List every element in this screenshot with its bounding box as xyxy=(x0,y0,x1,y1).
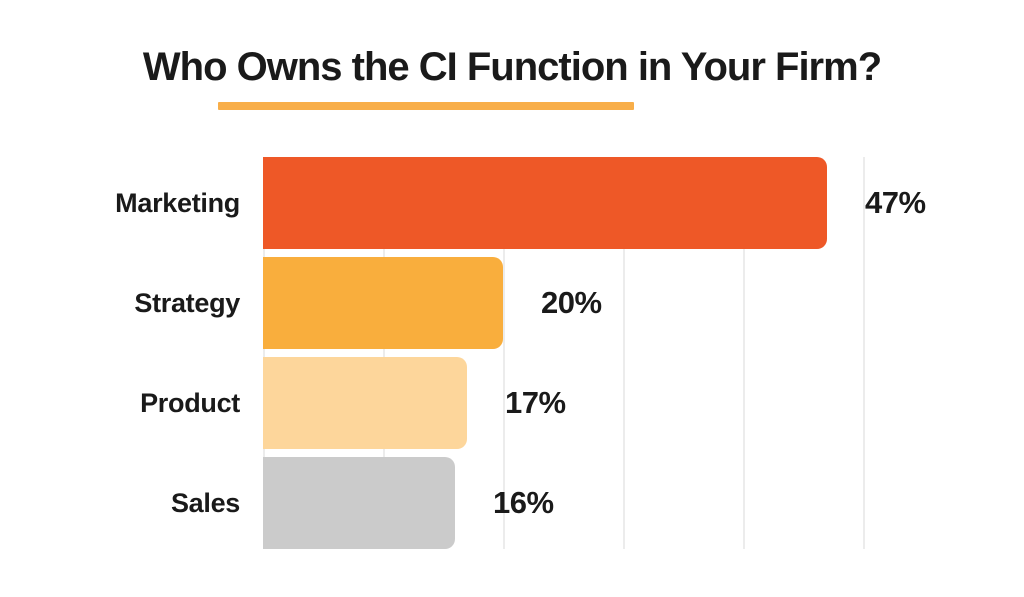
gridline-50 xyxy=(863,157,865,549)
value-label-strategy: 20% xyxy=(541,285,602,320)
gridline-30 xyxy=(623,157,625,549)
category-label-strategy: Strategy xyxy=(134,287,240,318)
chart-title: Who Owns the CI Function in Your Firm? xyxy=(142,45,882,89)
gridline-0 xyxy=(263,157,265,549)
gridline-20 xyxy=(503,157,505,549)
category-label-product: Product xyxy=(140,387,240,418)
gridline-40 xyxy=(743,157,745,549)
chart-row-strategy: Strategy 20% xyxy=(0,257,1024,349)
bar-sales xyxy=(263,457,455,549)
value-label-marketing: 47% xyxy=(865,185,926,220)
chart-row-product: Product 17% xyxy=(0,357,1024,449)
bar-strategy xyxy=(263,257,503,349)
bar-marketing xyxy=(263,157,827,249)
title-underline-accent xyxy=(218,102,634,110)
gridline-10 xyxy=(383,157,385,549)
category-label-sales: Sales xyxy=(170,487,240,518)
chart-row-marketing: Marketing 47% xyxy=(0,157,1024,249)
value-label-product: 17% xyxy=(505,385,566,420)
bar-product xyxy=(263,357,467,449)
category-label-marketing: Marketing xyxy=(115,187,240,218)
value-label-sales: 16% xyxy=(493,485,554,520)
chart-row-sales: Sales 16% xyxy=(0,457,1024,549)
